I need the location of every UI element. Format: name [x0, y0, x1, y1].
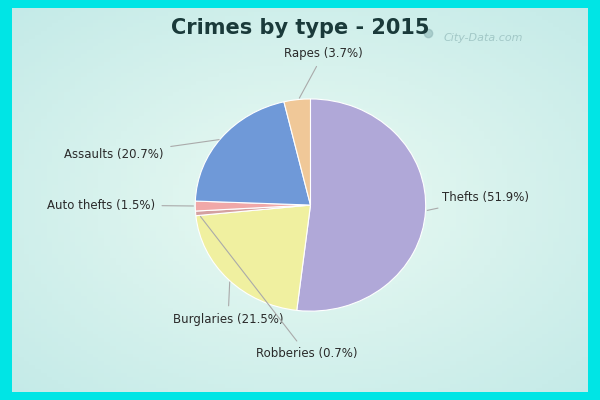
Wedge shape [196, 102, 310, 205]
Wedge shape [297, 99, 425, 311]
Wedge shape [195, 201, 310, 211]
Wedge shape [196, 205, 310, 216]
Text: Crimes by type - 2015: Crimes by type - 2015 [171, 18, 429, 38]
Wedge shape [196, 205, 310, 310]
Wedge shape [284, 99, 310, 205]
Text: Robberies (0.7%): Robberies (0.7%) [200, 216, 357, 360]
Text: Rapes (3.7%): Rapes (3.7%) [284, 47, 363, 98]
Text: Burglaries (21.5%): Burglaries (21.5%) [173, 282, 283, 326]
Text: City-Data.com: City-Data.com [443, 33, 523, 43]
Text: Auto thefts (1.5%): Auto thefts (1.5%) [47, 198, 193, 212]
Text: Assaults (20.7%): Assaults (20.7%) [64, 140, 219, 161]
Text: Thefts (51.9%): Thefts (51.9%) [427, 192, 529, 210]
